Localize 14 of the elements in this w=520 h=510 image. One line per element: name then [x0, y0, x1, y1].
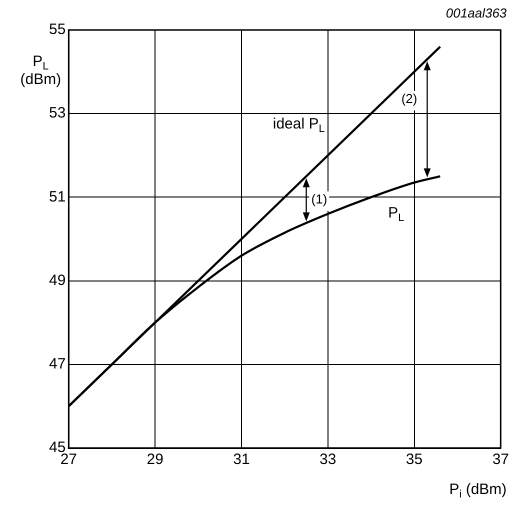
text: 001aal363 [446, 6, 508, 21]
y-tick-label: 53 [48, 104, 66, 122]
annotation: (1) [311, 191, 328, 206]
annotation: (2) [401, 90, 418, 106]
x-tick-label: 29 [146, 451, 164, 468]
x-tick-label: 35 [406, 451, 423, 468]
x-tick-label: 37 [492, 451, 509, 468]
x-tick-label: 27 [60, 451, 78, 468]
y-tick-label: 47 [48, 356, 66, 373]
y-tick-label: 49 [48, 272, 66, 289]
x-tick-label: 31 [233, 451, 250, 468]
y-tick-label: 55 [48, 21, 66, 38]
y-tick-label: 51 [48, 188, 66, 206]
x-tick-label: 33 [320, 451, 336, 468]
